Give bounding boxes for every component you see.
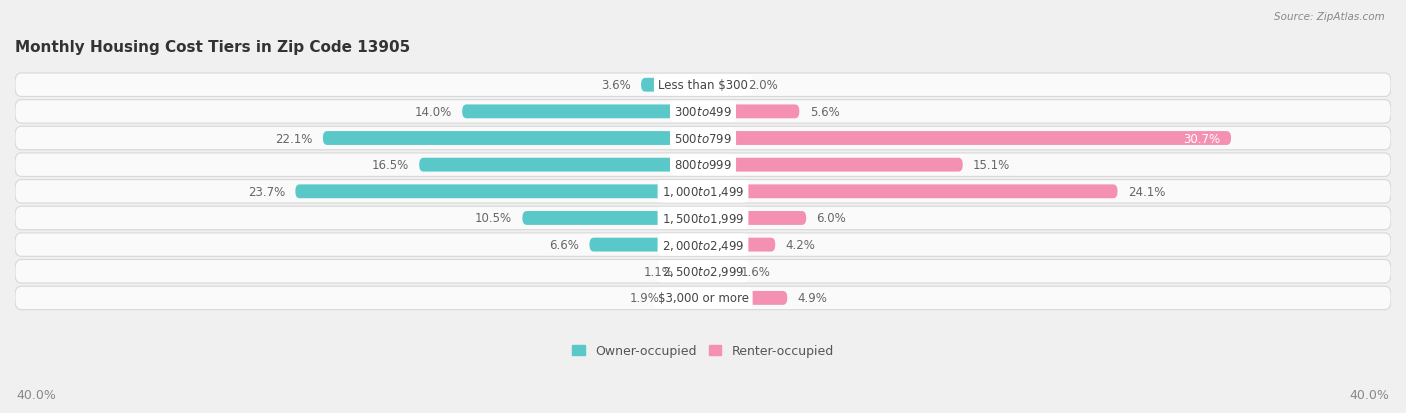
Text: $800 to $999: $800 to $999: [673, 159, 733, 172]
Text: 24.1%: 24.1%: [1128, 185, 1166, 198]
FancyBboxPatch shape: [703, 78, 737, 93]
Text: 1.1%: 1.1%: [644, 265, 673, 278]
Text: 6.0%: 6.0%: [817, 212, 846, 225]
Text: Source: ZipAtlas.com: Source: ZipAtlas.com: [1274, 12, 1385, 22]
Text: 3.6%: 3.6%: [600, 79, 631, 92]
FancyBboxPatch shape: [685, 265, 703, 278]
FancyBboxPatch shape: [641, 78, 703, 93]
Text: $2,000 to $2,499: $2,000 to $2,499: [662, 238, 744, 252]
Text: 30.7%: 30.7%: [1184, 132, 1220, 145]
FancyBboxPatch shape: [15, 233, 1391, 257]
FancyBboxPatch shape: [15, 180, 1391, 204]
FancyBboxPatch shape: [703, 265, 731, 278]
Text: 1.9%: 1.9%: [630, 292, 659, 305]
Text: 4.2%: 4.2%: [786, 239, 815, 252]
FancyBboxPatch shape: [703, 291, 787, 305]
Text: Monthly Housing Cost Tiers in Zip Code 13905: Monthly Housing Cost Tiers in Zip Code 1…: [15, 40, 411, 55]
Text: 2.0%: 2.0%: [748, 79, 778, 92]
FancyBboxPatch shape: [463, 105, 703, 119]
FancyBboxPatch shape: [523, 211, 703, 225]
Text: $1,000 to $1,499: $1,000 to $1,499: [662, 185, 744, 199]
FancyBboxPatch shape: [15, 207, 1391, 230]
FancyBboxPatch shape: [671, 291, 703, 305]
FancyBboxPatch shape: [15, 287, 1391, 310]
FancyBboxPatch shape: [703, 132, 1232, 146]
FancyBboxPatch shape: [323, 132, 703, 146]
Text: 40.0%: 40.0%: [1350, 388, 1389, 401]
FancyBboxPatch shape: [15, 127, 1391, 150]
Text: 5.6%: 5.6%: [810, 106, 839, 119]
FancyBboxPatch shape: [703, 105, 800, 119]
Text: 6.6%: 6.6%: [550, 239, 579, 252]
FancyBboxPatch shape: [703, 158, 963, 172]
Text: $2,500 to $2,999: $2,500 to $2,999: [662, 265, 744, 279]
FancyBboxPatch shape: [15, 74, 1391, 97]
FancyBboxPatch shape: [295, 185, 703, 199]
Text: 40.0%: 40.0%: [17, 388, 56, 401]
Text: Less than $300: Less than $300: [658, 79, 748, 92]
Text: $1,500 to $1,999: $1,500 to $1,999: [662, 211, 744, 225]
FancyBboxPatch shape: [15, 100, 1391, 124]
Text: $500 to $799: $500 to $799: [673, 132, 733, 145]
Text: $3,000 or more: $3,000 or more: [658, 292, 748, 305]
Text: 16.5%: 16.5%: [371, 159, 409, 172]
Text: 10.5%: 10.5%: [475, 212, 512, 225]
Text: 22.1%: 22.1%: [276, 132, 312, 145]
FancyBboxPatch shape: [703, 211, 806, 225]
Legend: Owner-occupied, Renter-occupied: Owner-occupied, Renter-occupied: [572, 344, 834, 357]
FancyBboxPatch shape: [419, 158, 703, 172]
FancyBboxPatch shape: [703, 238, 775, 252]
Text: 1.6%: 1.6%: [741, 265, 770, 278]
FancyBboxPatch shape: [15, 260, 1391, 283]
FancyBboxPatch shape: [703, 185, 1118, 199]
Text: $300 to $499: $300 to $499: [673, 106, 733, 119]
FancyBboxPatch shape: [15, 154, 1391, 177]
Text: 14.0%: 14.0%: [415, 106, 451, 119]
Text: 23.7%: 23.7%: [247, 185, 285, 198]
FancyBboxPatch shape: [589, 238, 703, 252]
Text: 15.1%: 15.1%: [973, 159, 1011, 172]
Text: 4.9%: 4.9%: [797, 292, 828, 305]
